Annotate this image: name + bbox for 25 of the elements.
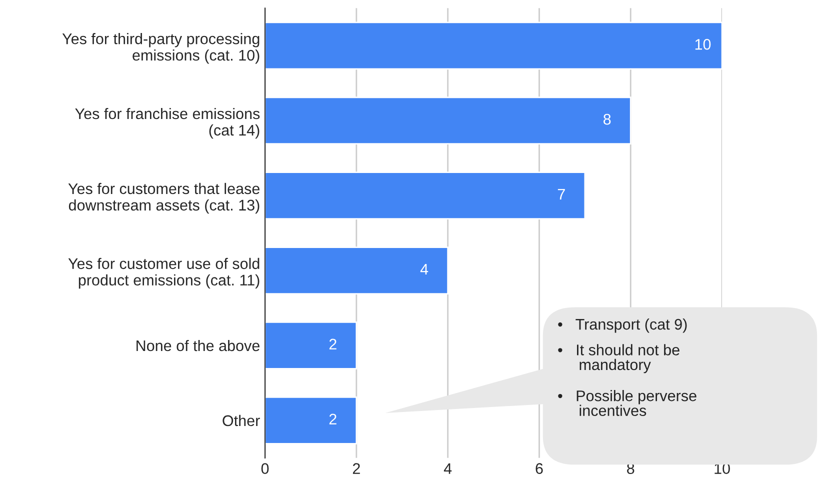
y-tick-label: None of the above bbox=[136, 340, 260, 352]
y-tick-label: Yes for customer use of sold product emissions (cat. 11) bbox=[68, 258, 260, 289]
bar bbox=[265, 172, 586, 220]
x-tick-label: 4 bbox=[444, 463, 452, 474]
x-tick-label: 0 bbox=[261, 463, 269, 474]
y-tick-label: Yes for customers that lease downstream assets (cat. 13) bbox=[68, 182, 260, 214]
y-tick-label: Yes for third-party processing emissions (cat. 10) bbox=[62, 33, 260, 64]
data-label: 2 bbox=[329, 414, 336, 424]
bar bbox=[265, 322, 358, 370]
y-tick-label: Other bbox=[222, 414, 260, 426]
data-label: 8 bbox=[604, 114, 611, 125]
data-label: 4 bbox=[420, 264, 428, 274]
y-tick-label: Yes for franchise emissions (cat 14) bbox=[75, 108, 260, 139]
data-label: 10 bbox=[695, 38, 711, 50]
annotation: • Possible perverse incentives bbox=[558, 390, 696, 416]
x-tick-label: 6 bbox=[536, 463, 543, 474]
bar bbox=[265, 22, 722, 70]
annotation: • Transport (cat 9) bbox=[558, 318, 687, 333]
x-tick-label: 2 bbox=[352, 463, 360, 474]
bar bbox=[265, 396, 358, 444]
bar bbox=[265, 96, 632, 145]
bar bbox=[265, 246, 449, 294]
data-label: 7 bbox=[558, 189, 565, 200]
data-label: 2 bbox=[329, 338, 336, 350]
annotation: • It should not be mandatory bbox=[558, 344, 680, 374]
